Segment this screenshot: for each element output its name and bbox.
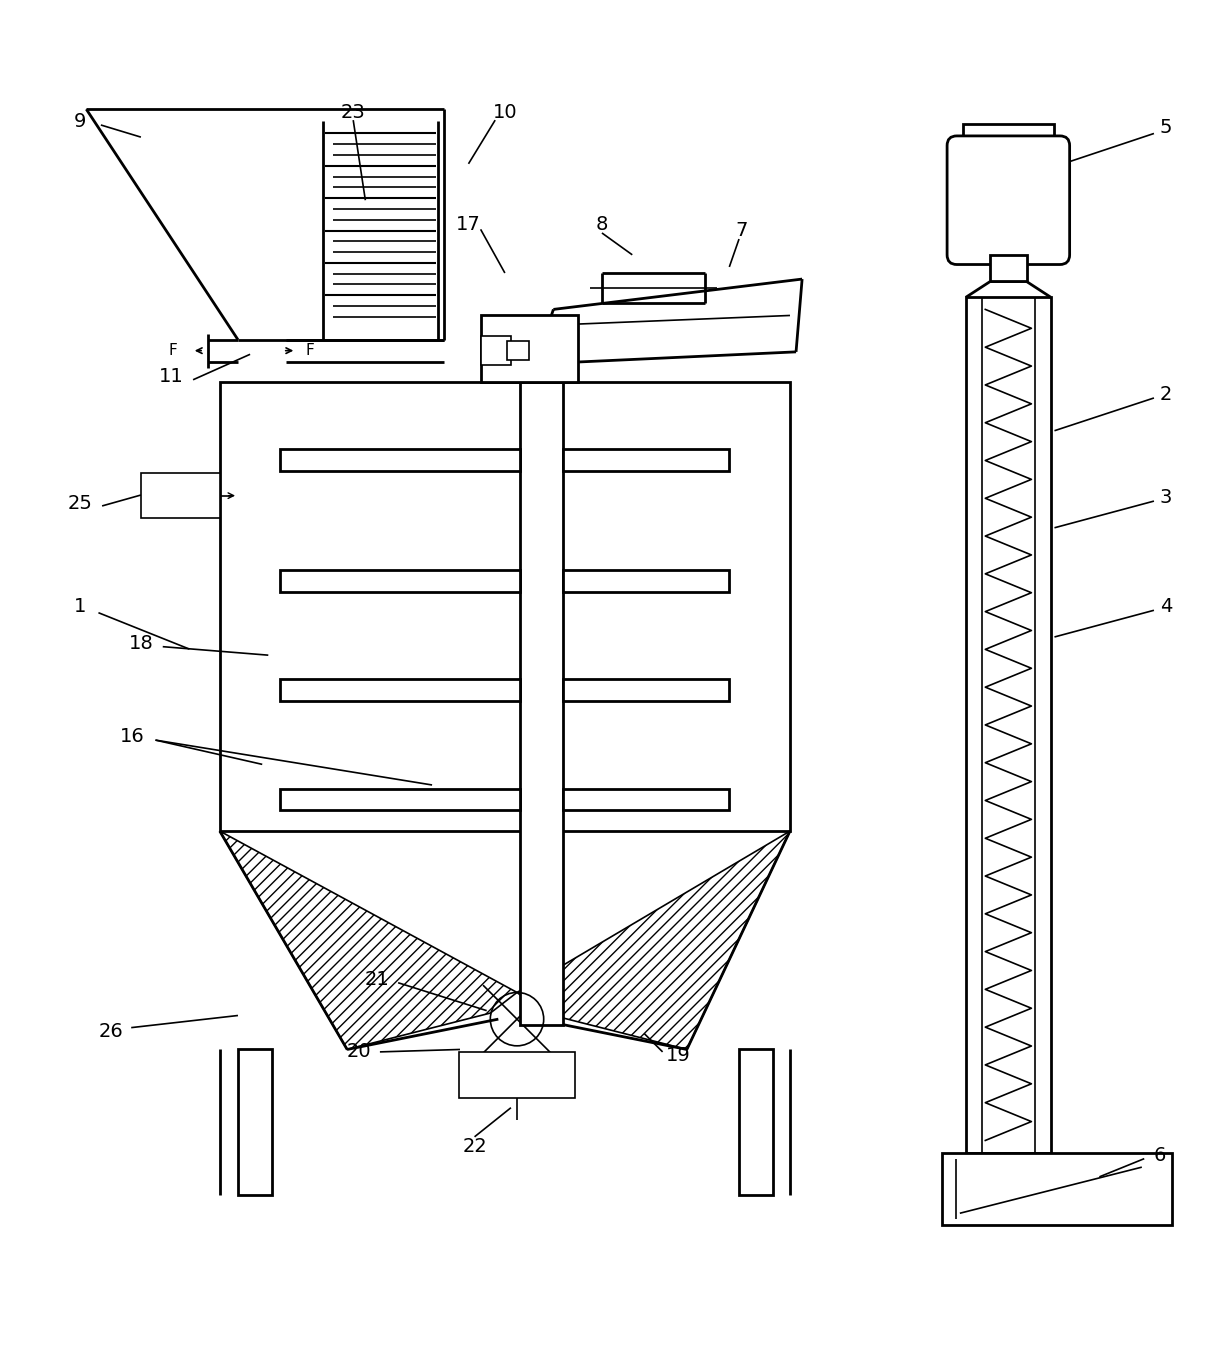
Bar [739,1049,773,1196]
Bar [563,680,730,702]
Text: F: F [305,343,314,358]
Bar [963,123,1054,145]
Text: 19: 19 [666,1046,691,1065]
Bar [563,570,730,592]
Bar [281,680,520,702]
Bar [480,336,511,365]
Text: 23: 23 [340,103,366,122]
Text: 1: 1 [74,598,86,616]
Text: 25: 25 [68,494,92,513]
Text: 9: 9 [74,112,86,130]
Text: F: F [168,343,176,358]
Text: 11: 11 [159,366,184,385]
Text: 22: 22 [462,1137,486,1156]
Bar [460,1052,575,1098]
Polygon shape [220,831,517,1049]
Polygon shape [517,831,790,1049]
Bar [563,448,730,470]
Bar [563,788,730,810]
Bar [520,383,563,1026]
Text: 2: 2 [1160,385,1172,404]
Bar [220,383,790,831]
Text: 6: 6 [1154,1146,1166,1164]
Text: 5: 5 [1160,118,1172,137]
Bar [281,448,520,470]
Text: 18: 18 [129,633,153,653]
Text: 10: 10 [492,103,517,122]
Text: 21: 21 [365,969,390,988]
Bar [507,341,529,361]
Bar [941,1153,1172,1226]
Text: 8: 8 [596,215,608,234]
Bar [281,570,520,592]
Bar [990,255,1026,281]
Bar [281,788,520,810]
Bar [141,473,220,518]
Text: 3: 3 [1160,488,1172,507]
Bar [966,298,1051,1153]
Bar [238,1049,272,1196]
Text: 26: 26 [98,1021,123,1041]
Text: 20: 20 [347,1042,372,1061]
FancyBboxPatch shape [947,136,1070,265]
Text: 17: 17 [456,215,480,234]
Text: 4: 4 [1160,598,1172,616]
Text: 16: 16 [120,727,145,746]
Text: 7: 7 [736,221,748,240]
Bar [480,315,578,383]
